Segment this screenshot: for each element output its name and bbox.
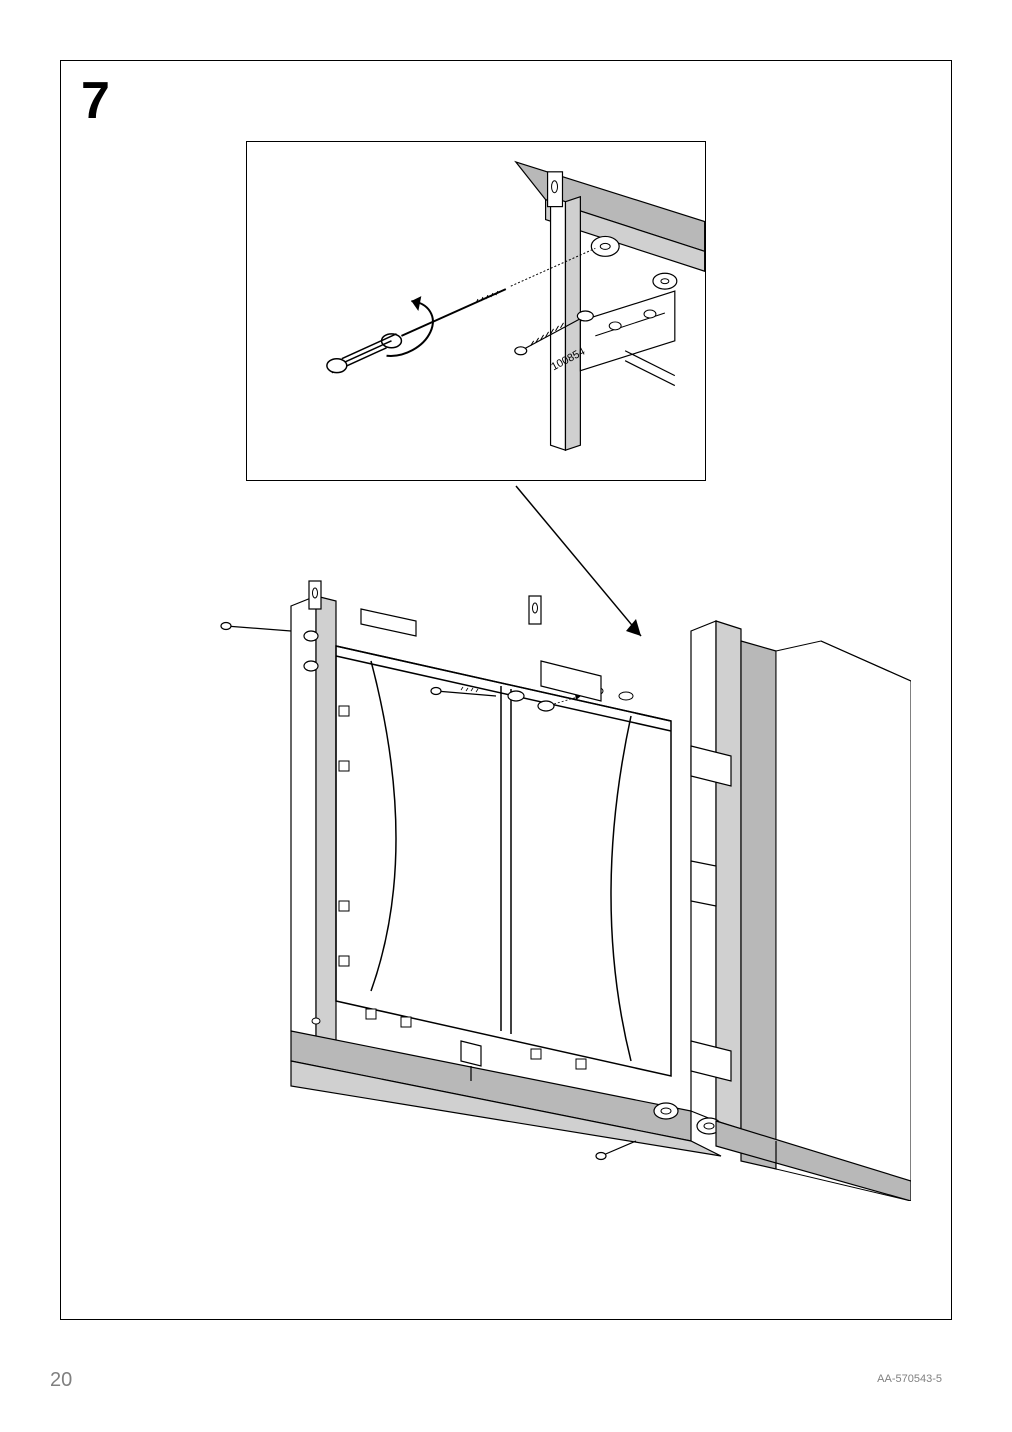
document-id: AA-570543-5 — [877, 1373, 942, 1385]
main-diagram — [161, 501, 911, 1201]
screwdriver-icon — [327, 289, 506, 373]
detail-diagram: 100854 — [247, 142, 705, 480]
page-number: 20 — [50, 1369, 72, 1392]
step-number: 7 — [81, 71, 110, 131]
detail-callout: 100854 — [246, 141, 706, 481]
instruction-page: 7 — [60, 60, 952, 1320]
